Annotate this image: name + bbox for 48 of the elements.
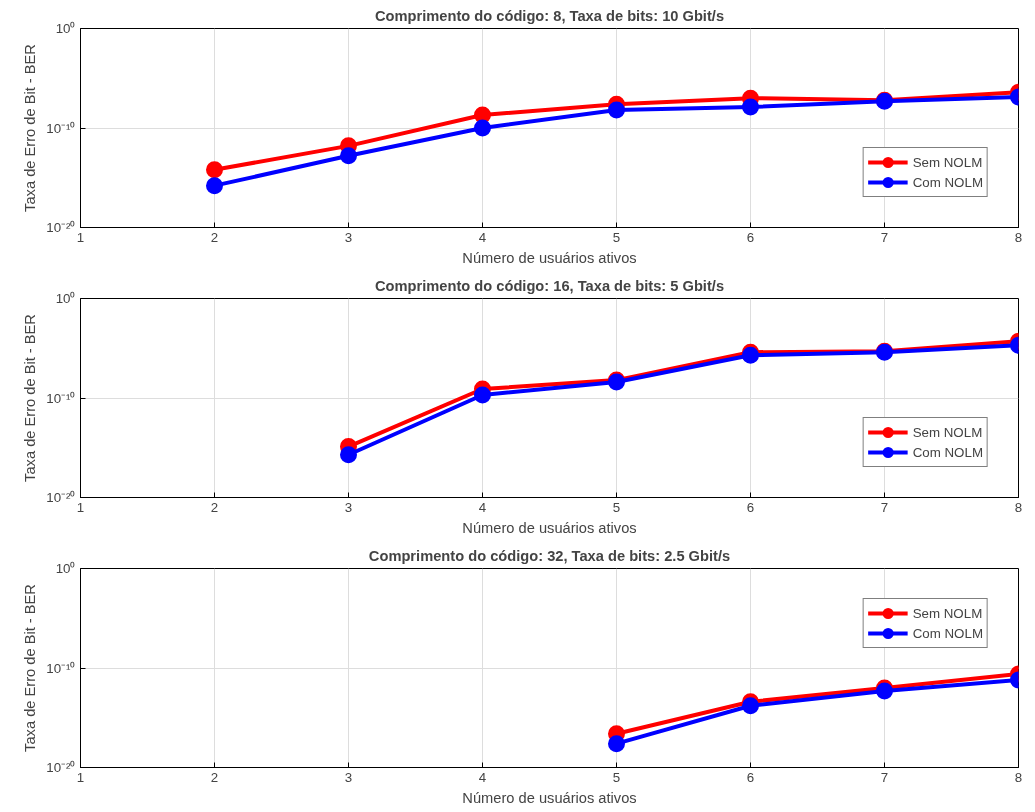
x-tick-label: 6 <box>746 769 755 785</box>
x-tick-label: 4 <box>478 499 487 515</box>
y-tick-label: 10⁻¹⁰ <box>46 120 76 136</box>
x-tick-label: 1 <box>76 769 85 785</box>
x-axis-title: Número de usuários ativos <box>462 519 637 536</box>
x-tick-label: 8 <box>1014 229 1023 245</box>
x-tick-label: 5 <box>612 769 621 785</box>
x-axis-title: Número de usuários ativos <box>462 789 637 806</box>
legend-label: Sem NOLM <box>912 424 983 440</box>
y-tick-label: 10⁻¹⁰ <box>46 660 76 676</box>
y-tick-label: 10⁻²⁰ <box>46 760 76 775</box>
x-tick-label: 7 <box>880 769 889 785</box>
y-tick-label: 10⁻¹⁰ <box>46 390 76 406</box>
x-tick-label: 3 <box>344 229 353 245</box>
x-tick-label: 5 <box>612 229 621 245</box>
chart-title: Comprimento do código: 8, Taxa de bits: 10 Gbit/s <box>374 7 725 24</box>
x-tick-label: 8 <box>1014 499 1023 515</box>
legend-label: Com NOLM <box>912 444 983 460</box>
y-axis-title: Taxa de Erro de Bit - BER <box>22 314 39 482</box>
x-tick-label: 2 <box>210 229 219 245</box>
legend-label: Com NOLM <box>912 625 983 641</box>
y-tick-label: 10⁻²⁰ <box>46 490 76 505</box>
x-tick-label: 6 <box>746 499 755 515</box>
x-tick-label: 2 <box>210 769 219 785</box>
legend-label: Sem NOLM <box>912 154 983 170</box>
x-tick-label: 7 <box>880 229 889 245</box>
legend-label: Sem NOLM <box>912 605 983 621</box>
x-tick-label: 3 <box>344 769 353 785</box>
y-axis-title: Taxa de Erro de Bit - BER <box>22 584 39 752</box>
x-tick-label: 2 <box>210 499 219 515</box>
x-tick-label: 1 <box>76 229 85 245</box>
x-tick-label: 8 <box>1014 769 1023 785</box>
chart-title: Comprimento do código: 32, Taxa de bits: 2.5 Gbit/s <box>368 547 731 564</box>
x-tick-label: 3 <box>344 499 353 515</box>
x-tick-label: 4 <box>478 769 487 785</box>
y-axis-title: Taxa de Erro de Bit - BER <box>22 44 39 212</box>
x-tick-label: 5 <box>612 499 621 515</box>
y-tick-label: 10⁰ <box>55 561 76 576</box>
x-tick-label: 4 <box>478 229 487 245</box>
x-tick-label: 7 <box>880 499 889 515</box>
x-tick-label: 1 <box>76 499 85 515</box>
chart-title: Comprimento do código: 16, Taxa de bits: 5 Gbit/s <box>374 277 725 294</box>
x-axis-title: Número de usuários ativos <box>462 249 637 266</box>
legend-label: Com NOLM <box>912 174 983 190</box>
y-tick-label: 10⁻²⁰ <box>46 220 76 235</box>
y-tick-label: 10⁰ <box>55 291 76 306</box>
y-tick-label: 10⁰ <box>55 21 76 36</box>
x-tick-label: 6 <box>746 229 755 245</box>
